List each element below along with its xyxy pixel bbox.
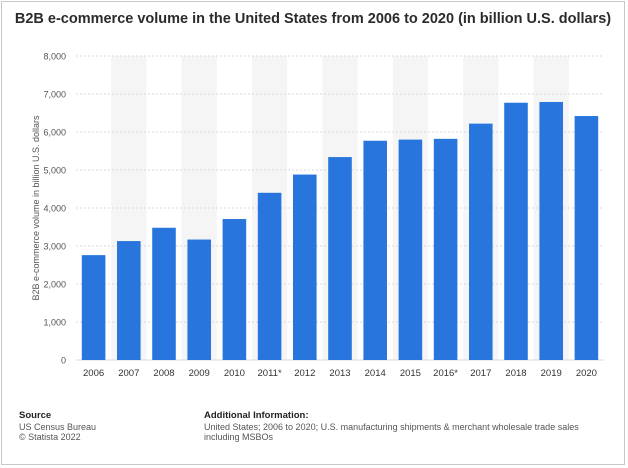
bar xyxy=(187,239,211,360)
bar xyxy=(222,219,247,360)
x-tick-label: 2012 xyxy=(294,368,315,379)
source-heading: Source xyxy=(19,410,52,421)
bar xyxy=(398,139,423,360)
bar xyxy=(152,227,176,360)
bar xyxy=(539,101,563,360)
x-tick-label: 2014 xyxy=(365,368,386,379)
x-tick-label: 2013 xyxy=(329,368,350,379)
y-tick-label: 8,000 xyxy=(43,52,66,62)
y-tick-label: 5,000 xyxy=(43,166,66,176)
x-tick-label: 2015 xyxy=(400,368,421,379)
y-tick-label: 3,000 xyxy=(43,242,66,252)
x-tick-label: 2008 xyxy=(153,368,174,379)
bar xyxy=(433,138,458,360)
x-tick-label: 2018 xyxy=(505,368,526,379)
y-tick-label: 6,000 xyxy=(43,128,66,138)
x-tick-label: 2017 xyxy=(470,368,491,379)
x-tick-label: 2020 xyxy=(576,368,597,379)
y-tick-label: 7,000 xyxy=(43,90,66,100)
source-line-1: US Census Bureau xyxy=(19,421,97,432)
x-tick-label: 2011* xyxy=(258,368,282,379)
bar xyxy=(469,123,493,360)
y-tick-label: 0 xyxy=(61,356,66,366)
additional-info-text: United States; 2006 to 2020; U.S. manufa… xyxy=(204,421,579,443)
bar xyxy=(504,102,528,361)
bar xyxy=(328,157,352,360)
x-tick-label: 2010 xyxy=(224,368,245,379)
additional-info-block: Additional Information: United States; 2… xyxy=(204,410,614,443)
bar xyxy=(363,140,387,360)
x-tick-label: 2016* xyxy=(433,368,458,379)
source-block: Source US Census Bureau © Statista 2022 xyxy=(19,410,97,443)
y-tick-label: 2,000 xyxy=(43,280,66,290)
source-line-2: © Statista 2022 xyxy=(19,432,81,442)
x-tick-label: 2009 xyxy=(189,368,210,379)
y-tick-label: 1,000 xyxy=(43,318,66,328)
x-tick-label: 2006 xyxy=(83,368,104,379)
bar xyxy=(574,116,599,360)
bar xyxy=(293,174,317,360)
x-tick-label: 2007 xyxy=(118,368,139,379)
bar xyxy=(257,192,282,360)
y-axis-title: B2B e-commerce volume in billion U.S. do… xyxy=(31,115,41,301)
bar xyxy=(81,255,106,360)
additional-info-heading: Additional Information: xyxy=(204,410,309,421)
y-tick-label: 4,000 xyxy=(43,204,66,214)
x-tick-label: 2019 xyxy=(541,368,562,379)
chart-title: B2B e-commerce volume in the United Stat… xyxy=(14,11,612,27)
bar xyxy=(117,241,141,360)
